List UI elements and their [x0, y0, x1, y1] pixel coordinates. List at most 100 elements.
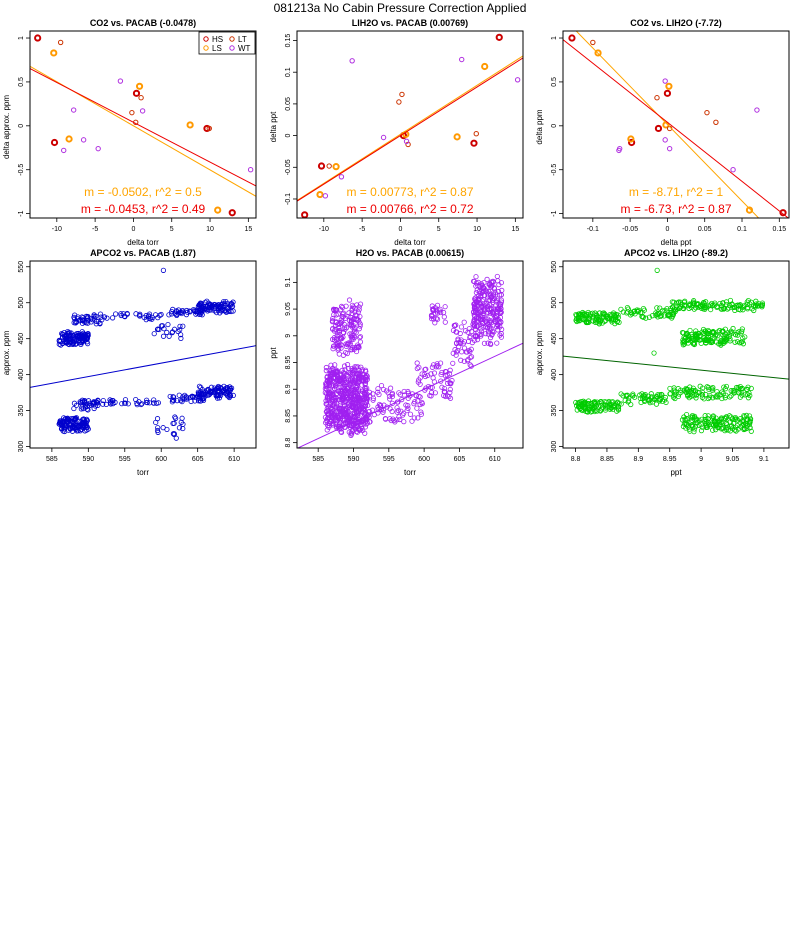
data-point	[680, 330, 687, 336]
y-tick-label: -0.05	[285, 159, 292, 175]
data-point	[164, 426, 170, 433]
data-point	[720, 300, 726, 306]
data-point	[495, 316, 501, 322]
data-point-hs	[470, 139, 478, 147]
data-point	[662, 307, 668, 313]
data-point	[342, 326, 348, 333]
data-point	[745, 297, 751, 304]
data-point	[84, 417, 90, 424]
plot-frame	[296, 260, 524, 449]
data-point	[446, 371, 453, 377]
y-tick-label: 0.1	[285, 67, 292, 77]
data-point	[204, 392, 210, 398]
data-point	[183, 396, 189, 402]
data-point	[354, 412, 361, 418]
data-point	[697, 303, 703, 309]
data-point	[655, 392, 661, 398]
data-point	[166, 312, 172, 318]
data-point	[336, 351, 342, 357]
data-point	[390, 416, 396, 422]
data-point	[709, 300, 715, 307]
data-point	[160, 267, 167, 273]
data-point	[434, 361, 440, 367]
data-point	[473, 280, 479, 286]
y-tick-label: 500	[18, 297, 25, 309]
data-point	[447, 386, 453, 393]
data-point	[208, 388, 214, 394]
data-point	[450, 327, 457, 334]
data-point	[415, 415, 421, 421]
data-point	[330, 306, 337, 312]
data-point	[733, 384, 740, 391]
data-point	[473, 299, 480, 305]
data-point	[412, 399, 418, 405]
data-point	[176, 425, 183, 431]
data-point	[349, 431, 355, 437]
data-point	[155, 425, 161, 431]
data-point	[692, 426, 698, 432]
data-point	[324, 396, 331, 402]
data-point	[699, 394, 705, 400]
data-point	[429, 303, 435, 309]
y-axis-label: delta approx. ppm	[2, 95, 11, 159]
data-point	[591, 405, 598, 411]
data-point	[716, 418, 722, 424]
plot-frame	[562, 260, 790, 449]
data-point	[747, 416, 754, 422]
data-point	[737, 416, 743, 422]
data-point	[710, 413, 716, 419]
data-point-lt	[206, 125, 212, 132]
data-point	[98, 314, 104, 320]
data-point	[339, 393, 345, 400]
x-tick-label: 0	[131, 226, 135, 233]
x-axis-label: delta torr	[394, 238, 426, 247]
data-point	[154, 400, 160, 406]
data-point-wt	[662, 78, 668, 84]
data-point	[428, 371, 434, 377]
data-point	[663, 399, 669, 406]
data-point	[225, 386, 231, 392]
fit-label-ls: m = -0.0502, r^2 = 0.5	[84, 185, 202, 199]
data-point	[497, 307, 503, 313]
data-point	[720, 332, 726, 338]
data-point	[722, 386, 729, 392]
data-point	[703, 299, 709, 305]
data-point	[657, 392, 663, 398]
fit-label-ls: m = 0.00773, r^2 = 0.87	[346, 185, 473, 199]
data-point	[141, 314, 147, 321]
y-tick-label: -1	[18, 210, 25, 216]
data-point	[729, 301, 735, 307]
data-point	[706, 386, 712, 392]
data-point	[472, 323, 478, 329]
data-point	[168, 311, 175, 317]
data-point	[337, 405, 343, 411]
data-point	[618, 306, 624, 312]
data-point	[405, 390, 412, 396]
x-tick-label: 590	[348, 456, 360, 463]
data-point	[338, 415, 344, 421]
data-point	[696, 417, 702, 423]
data-point	[227, 393, 234, 399]
data-point	[615, 406, 622, 412]
data-point	[322, 386, 328, 392]
data-point	[452, 347, 458, 353]
data-point	[159, 323, 166, 329]
data-point	[228, 301, 234, 307]
data-point	[366, 412, 372, 418]
data-point	[357, 334, 364, 340]
data-point	[176, 392, 182, 398]
data-point	[195, 389, 201, 395]
data-point	[91, 312, 97, 318]
data-point	[474, 323, 480, 329]
data-point	[719, 306, 725, 312]
data-point	[688, 419, 694, 425]
data-point	[346, 392, 353, 398]
data-point	[144, 399, 150, 406]
data-point	[601, 313, 607, 319]
data-point	[669, 313, 676, 320]
data-point	[336, 406, 342, 412]
data-point	[455, 337, 461, 343]
y-tick-label: 550	[18, 261, 25, 273]
data-point	[498, 292, 504, 298]
data-point	[428, 316, 435, 322]
